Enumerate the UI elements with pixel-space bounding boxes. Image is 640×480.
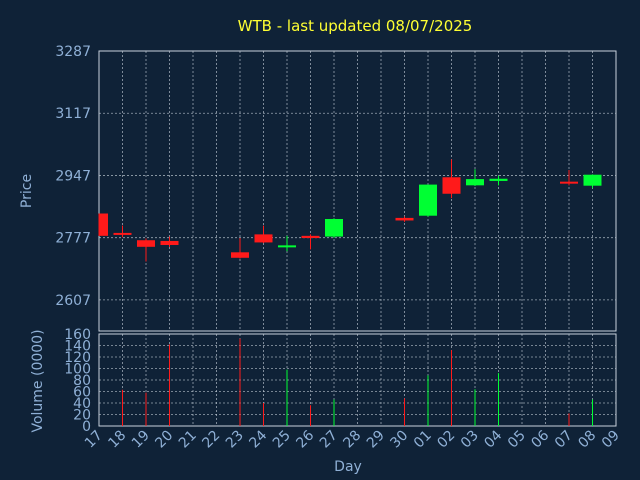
price-tick-labels: 2607 2777 2947 3117 3287 (55, 44, 91, 309)
x-tick-label: 08 (575, 428, 599, 452)
x-tick-label: 09 (599, 428, 623, 452)
x-tick-label: 26 (293, 427, 317, 451)
volume-axis-label: Volume (0000) (30, 329, 46, 432)
x-tick-label: 07 (552, 428, 576, 452)
volume-tick-label: 20 (73, 408, 91, 424)
volume-tick-label: 100 (64, 362, 91, 378)
candle-body (254, 234, 273, 243)
price-tick-label: 2777 (55, 231, 91, 247)
volume-tick-label: 120 (64, 350, 91, 366)
x-tick-label: 06 (528, 427, 552, 451)
volume-tick-label: 140 (64, 339, 91, 355)
x-tick-label: 28 (340, 428, 364, 452)
volume-tick-label: 60 (73, 385, 91, 401)
volume-panel-frame (98, 333, 617, 427)
x-tick-label: 03 (458, 428, 482, 452)
x-tick-label: 23 (223, 428, 247, 452)
candle-body (583, 174, 602, 186)
x-tick-label: 27 (317, 428, 341, 452)
x-tick-label: 20 (152, 428, 176, 452)
candle-body (113, 232, 132, 235)
volume-tick-label: 40 (73, 396, 91, 412)
volume-tick-label: 80 (73, 373, 91, 389)
x-tick-label: 02 (434, 428, 458, 452)
chart-title: WTB - last updated 08/07/2025 (238, 17, 473, 35)
x-tick-label: 24 (246, 427, 270, 451)
x-tick-label: 21 (176, 428, 200, 452)
x-tick-label: 29 (364, 428, 388, 452)
x-axis-label: Day (334, 459, 362, 475)
x-tick-label: 18 (105, 428, 129, 452)
price-panel-frame (98, 50, 617, 332)
candle-body (442, 177, 461, 194)
x-tick-label: 25 (270, 428, 294, 452)
candle-body (395, 217, 414, 221)
x-tick-label: 04 (481, 427, 505, 451)
candle-body (160, 240, 179, 245)
candle-body (489, 178, 508, 181)
candles (98, 159, 602, 262)
volume-tick-label: 0 (82, 419, 91, 435)
x-tick-label: 05 (505, 428, 529, 452)
price-tick-label: 2607 (55, 293, 91, 309)
x-tick-label: 30 (387, 428, 411, 452)
volume-grid (99, 333, 616, 427)
price-grid (99, 50, 616, 331)
candle-body (419, 184, 437, 216)
volume-tick-label: 160 (64, 327, 91, 343)
candle-body (560, 181, 578, 184)
candle-body (278, 245, 296, 248)
candle-body (301, 235, 320, 239)
x-tick-label: 01 (411, 428, 435, 452)
candle-body (99, 213, 108, 236)
candle-body (325, 219, 343, 237)
x-tick-labels: 17 18 19 20 21 22 23 24 25 26 27 28 29 30 01 02 03 04 05 06… (82, 427, 623, 451)
price-tick-label: 3287 (55, 44, 91, 60)
x-tick-label: 19 (129, 428, 153, 452)
price-tick-label: 2947 (55, 168, 91, 184)
candle-body (137, 240, 155, 247)
candle-body (466, 179, 484, 186)
x-tick-label: 22 (199, 428, 223, 452)
price-tick-label: 3117 (55, 106, 91, 122)
volume-bars (122, 338, 593, 426)
price-axis-label: Price (19, 174, 35, 208)
candle-body (231, 252, 249, 258)
